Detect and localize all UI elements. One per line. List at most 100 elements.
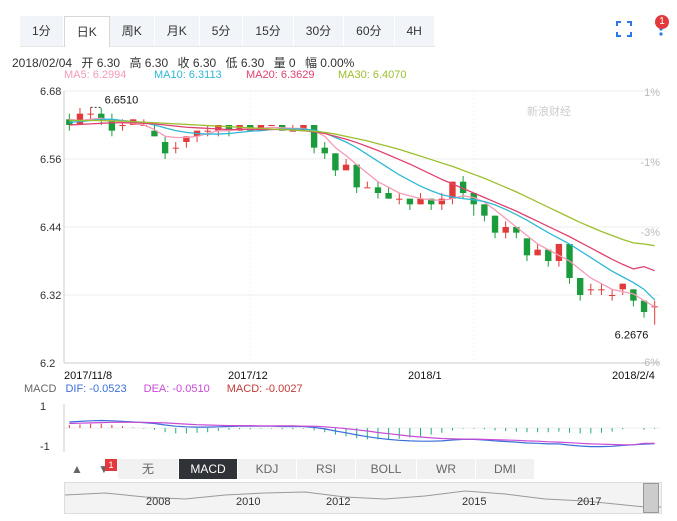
indicator-button-5[interactable]: WR <box>417 459 476 479</box>
candle-body <box>619 283 626 290</box>
indicator-button-6[interactable]: DMI <box>476 459 535 479</box>
tab-7[interactable]: 60分 <box>344 16 395 46</box>
fullscreen-icon[interactable] <box>615 20 633 38</box>
candle-body <box>225 125 233 131</box>
candle-body <box>183 136 190 142</box>
macd-chart[interactable]: 1 -1 <box>0 396 677 458</box>
tab-2[interactable]: 周K <box>109 16 155 46</box>
ma5-line <box>69 117 655 308</box>
candle-body <box>513 227 520 233</box>
percent-tick-label: -1% <box>640 157 660 169</box>
ma20-line <box>69 122 655 272</box>
range-navigator[interactable] <box>64 482 662 514</box>
candle-body <box>438 198 446 205</box>
candle-body <box>374 187 382 193</box>
tab-5[interactable]: 15分 <box>243 16 294 46</box>
candle-body <box>151 130 158 137</box>
tab-1[interactable]: 日K <box>63 16 110 47</box>
tab-4[interactable]: 5分 <box>199 16 244 46</box>
x-tick-label: 2017/11/8 <box>64 370 112 380</box>
macd-value: MACD: -0.0027 <box>226 383 303 395</box>
kline-chart[interactable]: 新浪财经 6.68 6.56 6.44 6.32 6.2 1% -1% -3% -6% 201… <box>0 80 677 380</box>
candle-body <box>630 289 637 301</box>
candle-body <box>119 125 126 126</box>
percent-tick-label: 1% <box>644 87 660 99</box>
indicator-toolbar: ▲ ▼ 1 无 MACD KDJ RSI BOLL WR DMI <box>64 459 535 479</box>
candle-body <box>651 306 658 308</box>
macd-tick-label: -1 <box>40 441 50 453</box>
tab-0[interactable]: 1分 <box>20 16 64 46</box>
candle-body <box>608 295 616 296</box>
candle-body <box>215 125 222 131</box>
ma20-legend: MA20: 6.3629 <box>246 69 315 81</box>
x-tick-label: 2018/1 <box>408 370 442 380</box>
notification-badge: 1 <box>655 15 669 29</box>
candle-body <box>76 113 84 125</box>
scroll-up-icon[interactable]: ▲ <box>64 459 91 479</box>
macd-dif-value: DIF: -0.0523 <box>65 383 127 395</box>
candle-body <box>491 215 499 233</box>
quote-info: 2018/02/04 开 6.30 高 6.30 收 6.30 低 6.30 量… <box>12 54 360 71</box>
indicator-button-0[interactable]: 无 <box>118 459 179 479</box>
candle-body <box>353 164 360 188</box>
navigator-year-label: 2010 <box>236 496 261 508</box>
candle-body <box>427 198 435 205</box>
navigator-year-label: 2017 <box>577 496 602 508</box>
candle-body <box>545 249 552 261</box>
quote-volume: 量 0 <box>273 56 296 70</box>
candle-body <box>640 300 648 312</box>
candle-body <box>598 289 605 291</box>
candle-body <box>289 130 297 132</box>
dea-line <box>69 421 655 446</box>
candle-body <box>449 181 456 199</box>
quote-open: 开 6.30 <box>81 56 121 70</box>
scroll-down-icon[interactable]: ▼ 1 <box>91 459 118 479</box>
quote-low: 低 6.30 <box>225 56 265 70</box>
tab-3[interactable]: 月K <box>154 16 200 46</box>
ma10-line <box>69 118 656 301</box>
navigator-year-label: 2012 <box>326 496 351 508</box>
tab-6[interactable]: 30分 <box>293 16 345 46</box>
candle-body <box>555 244 563 261</box>
candle-body <box>523 238 531 256</box>
indicator-button-3[interactable]: RSI <box>297 459 356 479</box>
x-tick-label: 2018/2/4 <box>612 370 655 380</box>
indicator-button-4[interactable]: BOLL <box>356 459 417 479</box>
ma30-line <box>69 119 655 247</box>
candle-body <box>98 113 105 120</box>
macd-title: MACD <box>24 383 57 395</box>
ma10-legend: MA10: 6.3113 <box>154 69 222 81</box>
candle-body <box>587 289 595 291</box>
navigator-year-label: 2008 <box>146 496 171 508</box>
navigator-year-label: 2015 <box>462 496 487 508</box>
quote-high: 高 6.30 <box>129 56 169 70</box>
macd-dea-value: DEA: -0.0510 <box>143 383 210 395</box>
candle-body <box>332 153 339 171</box>
candle-body <box>470 193 477 205</box>
price-tick-label: 6.56 <box>40 154 61 166</box>
navigator-handle[interactable] <box>643 483 659 513</box>
ma30-legend: MA30: 6.4070 <box>338 69 407 81</box>
indicator-button-1[interactable]: MACD <box>179 459 238 479</box>
candle-body <box>459 181 467 193</box>
dif-line <box>69 419 655 448</box>
candle-body <box>310 125 318 148</box>
period-tab-bar: 1分 日K 周K 月K 5分 15分 30分 60分 4H <box>0 0 677 47</box>
indicator-button-2[interactable]: KDJ <box>238 459 297 479</box>
macd-header: MACD DIF: -0.0523 DEA: -0.0510 MACD: -0.… <box>24 383 303 395</box>
candle-body <box>172 147 179 149</box>
candle-body <box>502 227 509 233</box>
percent-tick-label: -6% <box>640 357 660 369</box>
price-tick-label: 6.2 <box>40 358 55 370</box>
candle-body <box>87 113 94 115</box>
candle-body <box>406 198 414 205</box>
period-tabs: 1分 日K 周K 月K 5分 15分 30分 60分 4H <box>20 16 435 47</box>
candle-body <box>534 249 541 256</box>
candle-body <box>364 187 371 189</box>
tab-8[interactable]: 4H <box>394 16 435 46</box>
x-tick-label: 2017/12 <box>228 370 268 380</box>
candle-body <box>385 193 392 199</box>
quote-close: 收 6.30 <box>177 56 217 70</box>
candle-body <box>481 204 488 216</box>
candle-body <box>268 125 275 126</box>
